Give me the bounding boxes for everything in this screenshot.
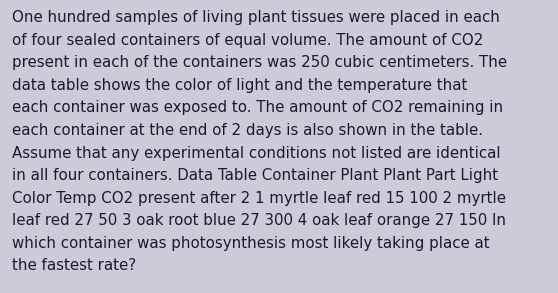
Text: present in each of the containers was 250 cubic centimeters. The: present in each of the containers was 25… — [12, 55, 507, 70]
Text: in all four containers. Data Table Container Plant Plant Part Light: in all four containers. Data Table Conta… — [12, 168, 498, 183]
Text: the fastest rate?: the fastest rate? — [12, 258, 136, 273]
Text: data table shows the color of light and the temperature that: data table shows the color of light and … — [12, 78, 468, 93]
Text: which container was photosynthesis most likely taking place at: which container was photosynthesis most … — [12, 236, 490, 251]
Text: each container at the end of 2 days is also shown in the table.: each container at the end of 2 days is a… — [12, 123, 483, 138]
Text: each container was exposed to. The amount of CO2 remaining in: each container was exposed to. The amoun… — [12, 100, 503, 115]
Text: of four sealed containers of equal volume. The amount of CO2: of four sealed containers of equal volum… — [12, 33, 484, 48]
Text: Assume that any experimental conditions not listed are identical: Assume that any experimental conditions … — [12, 146, 501, 161]
Text: One hundred samples of living plant tissues were placed in each: One hundred samples of living plant tiss… — [12, 10, 500, 25]
Text: Color Temp CO2 present after 2 1 myrtle leaf red 15 100 2 myrtle: Color Temp CO2 present after 2 1 myrtle … — [12, 191, 506, 206]
Text: leaf red 27 50 3 oak root blue 27 300 4 oak leaf orange 27 150 In: leaf red 27 50 3 oak root blue 27 300 4 … — [12, 213, 506, 228]
